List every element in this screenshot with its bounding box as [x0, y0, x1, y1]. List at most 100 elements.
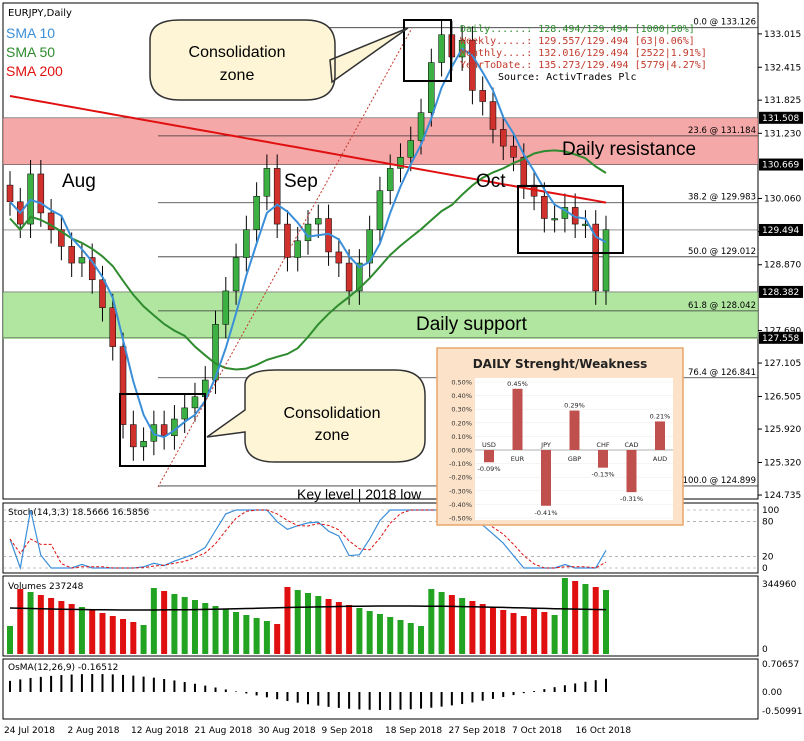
osma-bar — [142, 676, 145, 692]
osma-bar — [574, 683, 577, 692]
inset-y-tick: 0.50% — [451, 379, 472, 387]
osma-bar — [368, 692, 371, 710]
volume-bar — [233, 612, 240, 654]
osma-bar — [605, 678, 607, 692]
volume-bar — [510, 613, 517, 654]
candle — [130, 424, 137, 448]
candle — [469, 40, 476, 91]
volume-bar — [78, 607, 85, 654]
fib-label: 23.6 @ 131.184 — [688, 126, 756, 136]
inset-bar — [626, 450, 637, 493]
inset-y-axis: 0.50% 0.40% 0.30% 0.20% 0.10% 0.00% -0.10% -0.2… — [449, 379, 673, 523]
osma-bar — [132, 675, 135, 692]
month-oct: Oct — [476, 171, 506, 192]
volume-bar — [109, 616, 116, 654]
osma-bar — [337, 692, 340, 708]
osma-bar — [80, 674, 83, 692]
fib-label: 61.8 @ 128.042 — [688, 301, 756, 311]
volume-bar — [202, 603, 209, 654]
candle — [602, 229, 610, 292]
candle — [181, 407, 188, 420]
osma-bar — [39, 676, 42, 692]
date-tick: 27 Sep 2018 — [449, 726, 506, 736]
volume-bar — [346, 605, 353, 654]
callout-bottom-line1: Consolidation — [284, 405, 381, 422]
osma-bar — [265, 692, 268, 698]
osma-axis-mid: 0.00 — [762, 688, 782, 698]
volume-bar — [274, 624, 281, 654]
fib-label: 50.0 @ 129.012 — [688, 247, 756, 257]
volume-bar — [572, 581, 579, 654]
volume-bar — [315, 596, 322, 654]
month-sep: Sep — [284, 171, 318, 192]
price-tick: 133.015 — [764, 30, 801, 40]
volume-bar — [284, 587, 291, 654]
inset-y-tick: 0.30% — [451, 406, 472, 414]
candle — [366, 229, 373, 264]
osma-bar — [29, 678, 32, 692]
osma-bar — [430, 692, 433, 708]
price-tick: 131.230 — [764, 129, 801, 139]
osma-bar — [70, 674, 73, 692]
osma-axis-bottom: -0.50991 — [762, 707, 802, 717]
candle — [417, 112, 425, 141]
osma-bar — [420, 692, 423, 709]
callout-bottom: Consolidation zone — [206, 369, 426, 463]
volume-bar — [541, 612, 548, 654]
date-tick: 16 Oct 2018 — [576, 726, 632, 736]
volume-bar — [120, 619, 127, 654]
candle — [386, 168, 394, 191]
inset-category: JPY — [540, 441, 551, 449]
candle — [160, 424, 168, 436]
volume-bar — [130, 622, 137, 654]
price-tick: 127.105 — [764, 359, 801, 369]
daily-support-label: Daily support — [416, 314, 528, 335]
sma-50-line — [9, 149, 607, 371]
volume-bar — [161, 591, 168, 654]
volume-title: Volumes 237248 — [8, 582, 84, 592]
candle — [232, 257, 240, 292]
inset-value-label: -0.31% — [620, 495, 643, 503]
callout-bottom-line2: zone — [315, 427, 350, 444]
candle — [520, 156, 528, 186]
candle — [551, 218, 558, 221]
candle — [6, 184, 14, 203]
volume-bar — [418, 626, 425, 654]
price-highlight: 129.494 — [762, 226, 799, 236]
month-aug: Aug — [62, 171, 96, 192]
inset-value-label: -0.13% — [592, 471, 615, 479]
volume-bar — [140, 625, 147, 654]
candle — [397, 156, 404, 169]
volume-bar — [387, 617, 394, 654]
osma-bar — [286, 692, 289, 702]
volume-bar — [603, 590, 609, 654]
osma-bar — [19, 679, 22, 692]
osma-bar — [91, 674, 94, 692]
candle — [109, 307, 117, 347]
date-tick: 7 Oct 2018 — [512, 726, 562, 736]
inset-bars: USD -0.09% EUR 0.45% JPY -0.41% GBP 0.29% CHF -0.… — [478, 380, 671, 517]
volume-bar — [561, 578, 568, 654]
volume-bar — [428, 589, 435, 654]
date-tick: 30 Aug 2018 — [258, 726, 316, 736]
candle — [58, 229, 65, 247]
legend-sma200: SMA 200 — [6, 63, 63, 79]
volume-bar — [489, 607, 496, 654]
volume-average-line — [9, 605, 607, 611]
volume-bar — [7, 626, 13, 654]
volume-bar — [356, 608, 363, 654]
inset-category: GBP — [568, 455, 581, 463]
osma-bar — [512, 692, 515, 696]
date-tick: 21 Aug 2018 — [195, 726, 253, 736]
price-highlight: 130.669 — [762, 161, 799, 171]
osma-bar — [276, 692, 279, 700]
candle — [376, 190, 384, 230]
stoch-tick: 80 — [762, 518, 774, 528]
price-tick: 131.825 — [764, 96, 801, 106]
volume-bar — [469, 601, 476, 654]
volume-bar — [459, 598, 466, 654]
stoch-signal-line — [9, 509, 607, 569]
osma-axis-top: 0.70657 — [762, 660, 799, 670]
sma-200-line — [9, 95, 607, 204]
date-tick: 24 Jul 2018 — [4, 726, 55, 736]
